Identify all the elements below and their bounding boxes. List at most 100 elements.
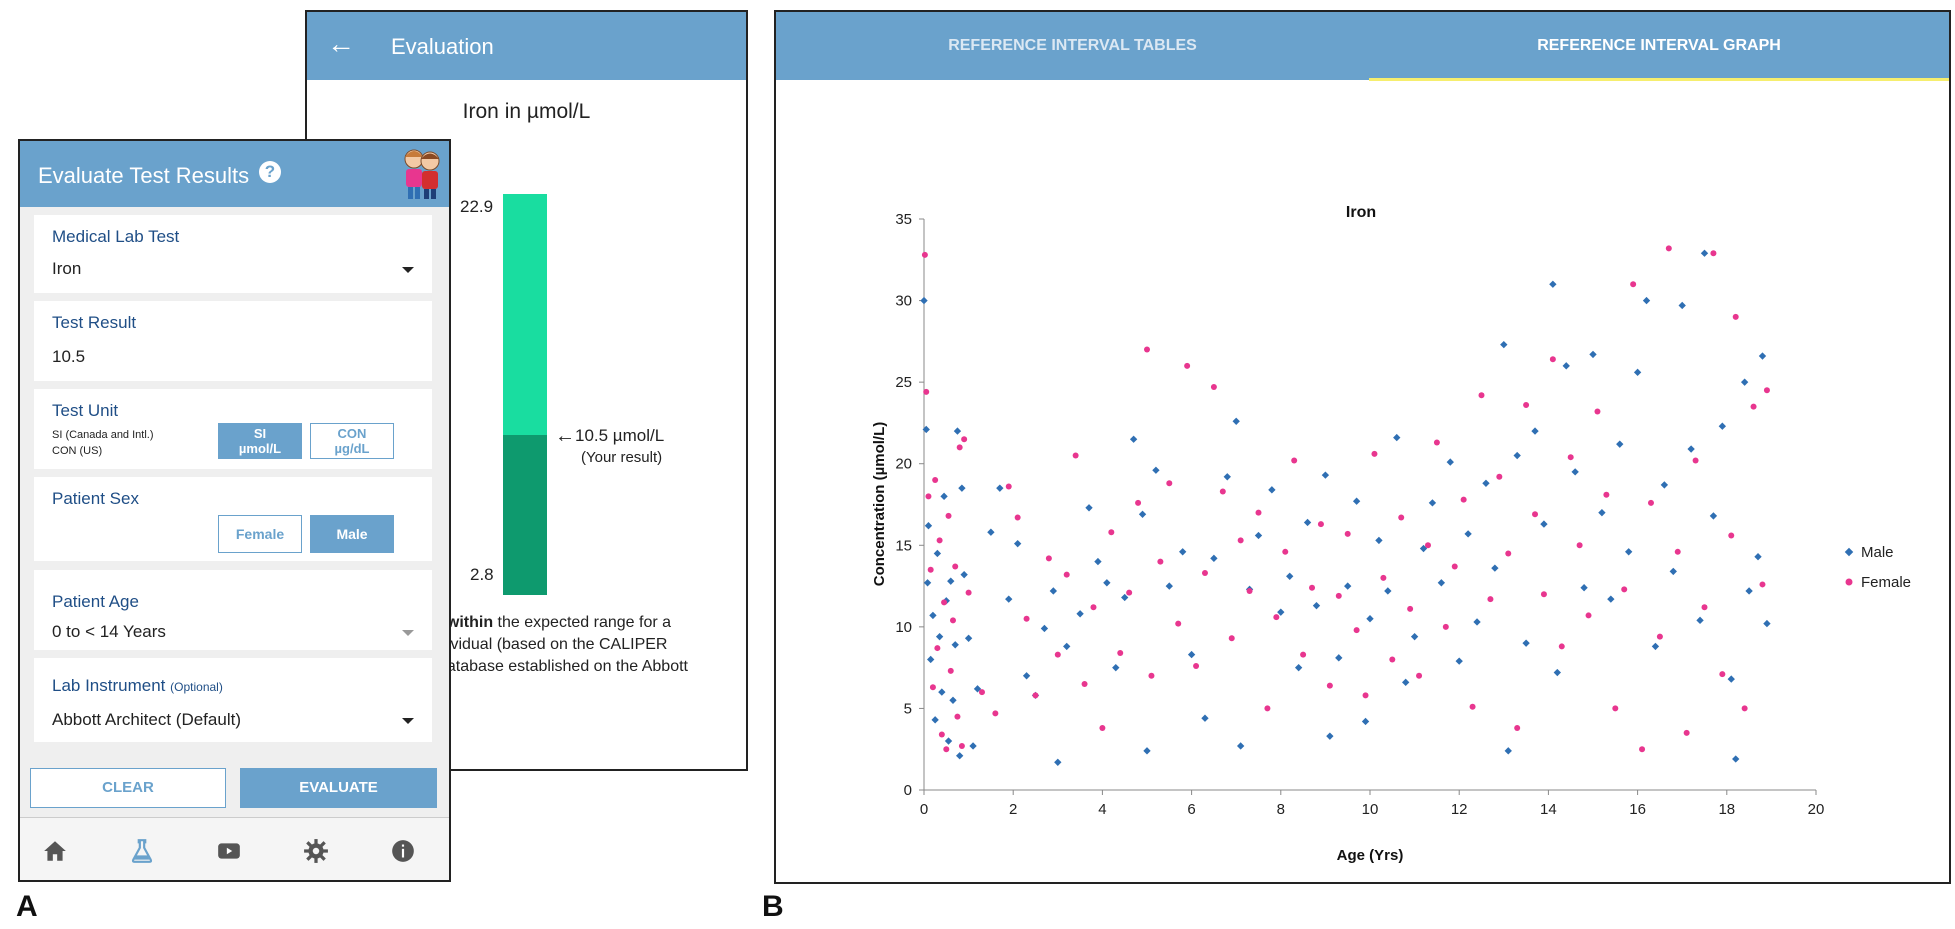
data-point-female <box>1353 627 1360 634</box>
x-tick-label: 0 <box>920 801 928 818</box>
test-unit-si-description: SI (Canada and Intl.) <box>52 429 154 441</box>
data-point-male <box>1410 632 1419 641</box>
data-point-male <box>1187 650 1196 659</box>
home-icon[interactable] <box>42 838 68 864</box>
phone-header: Evaluate Test Results ? <box>20 141 449 207</box>
data-point-female <box>947 667 954 674</box>
data-point-male <box>1103 579 1111 587</box>
patient-sex-card: Patient Sex Female Male <box>34 477 432 561</box>
gear-icon[interactable] <box>303 838 329 864</box>
tab-reference-interval-graph[interactable]: REFERENCE INTERVAL GRAPH <box>1537 37 1781 54</box>
y-tick-label: 20 <box>895 456 912 473</box>
data-point-female <box>1514 725 1521 732</box>
chevron-down-icon <box>402 630 414 636</box>
data-point-female <box>1135 499 1142 506</box>
data-point-male <box>933 549 942 558</box>
con-unit-button[interactable]: CON µg/dL <box>310 423 394 459</box>
data-point-female <box>1291 457 1298 464</box>
legend-label-male: Male <box>1861 544 1894 561</box>
data-point-female <box>1665 245 1672 252</box>
data-point-male <box>1013 539 1022 548</box>
data-point-female <box>1594 408 1601 415</box>
data-point-female <box>927 566 934 573</box>
data-point-female <box>1487 596 1494 603</box>
data-point-female <box>1496 473 1503 480</box>
data-point-male <box>922 425 930 434</box>
data-point-female <box>925 493 932 500</box>
data-point-male <box>1375 536 1383 545</box>
data-point-male <box>1669 567 1677 576</box>
evaluate-test-results-screen: Evaluate Test Results ? Medical Lab Test… <box>18 139 451 882</box>
patient-age-select[interactable]: Patient Age 0 to < 14 Years <box>34 570 432 650</box>
data-point-female <box>949 617 956 624</box>
x-axis-label: Age (Yrs) <box>1337 847 1404 864</box>
y-tick-label: 30 <box>895 293 912 310</box>
data-point-male <box>1393 433 1401 442</box>
lab-instrument-select[interactable]: Lab Instrument (Optional) Abbott Archite… <box>34 658 432 742</box>
si-unit-button[interactable]: SI µmol/L <box>218 423 302 459</box>
y-tick-label: 5 <box>904 700 912 717</box>
data-point-female <box>1424 542 1431 549</box>
patient-age-label: Patient Age <box>52 592 139 611</box>
result-caption: (Your result) <box>581 449 663 466</box>
evaluation-heading: Iron in µmol/L <box>462 100 591 123</box>
range-lower-limit: 2.8 <box>470 565 494 584</box>
data-point-male <box>920 296 928 305</box>
kids-logo-icon <box>404 149 440 199</box>
chevron-down-icon <box>402 267 414 273</box>
con-unit-button-top: CON <box>337 426 367 441</box>
data-point-male <box>1616 440 1624 448</box>
x-axis-ticks: 0 2 4 6 8 10 12 14 16 18 20 <box>920 790 1824 818</box>
data-point-male <box>996 484 1004 492</box>
flask-icon[interactable] <box>129 838 155 864</box>
data-point-female <box>1184 362 1191 369</box>
data-point-female <box>1674 548 1681 555</box>
data-point-male <box>1540 520 1548 528</box>
y-tick-label: 15 <box>895 537 912 554</box>
chart-title: Iron <box>1346 204 1376 221</box>
data-point-female <box>961 436 968 443</box>
test-result-input[interactable]: Test Result 10.5 <box>34 301 432 381</box>
data-point-female <box>932 477 939 484</box>
clear-button[interactable]: CLEAR <box>30 768 226 808</box>
evaluate-button[interactable]: EVALUATE <box>240 768 437 808</box>
x-tick-label: 8 <box>1277 801 1285 818</box>
data-point-female <box>1719 671 1726 678</box>
data-point-male <box>1138 510 1147 518</box>
data-point-male <box>953 427 962 435</box>
medical-lab-test-select[interactable]: Medical Lab Test Iron <box>34 215 432 293</box>
video-icon[interactable] <box>216 838 242 864</box>
medical-lab-test-label: Medical Lab Test <box>52 227 180 246</box>
info-icon[interactable] <box>390 838 416 864</box>
tab-reference-interval-tables[interactable]: REFERENCE INTERVAL TABLES <box>948 37 1197 54</box>
female-button[interactable]: Female <box>218 515 302 553</box>
back-arrow-icon[interactable]: ← <box>327 28 355 59</box>
y-axis-ticks: 0 5 10 15 20 25 30 35 <box>895 211 924 799</box>
data-point-male <box>1165 582 1173 590</box>
data-point-male <box>1531 427 1539 435</box>
data-point-male <box>1361 717 1370 726</box>
data-point-male <box>1598 508 1606 517</box>
range-upper-limit: 22.9 <box>460 197 494 216</box>
data-point-male <box>1607 595 1615 603</box>
data-point-male <box>956 752 964 760</box>
data-point-female <box>965 589 972 596</box>
data-point-male <box>1660 481 1669 489</box>
data-point-male <box>1718 422 1727 430</box>
evaluation-header: ← Evaluation <box>307 12 746 80</box>
data-point-male <box>1335 654 1343 662</box>
data-point-female <box>1603 491 1610 498</box>
data-point-female <box>1585 612 1592 619</box>
data-point-male <box>1210 554 1218 563</box>
data-point-male <box>1321 471 1330 479</box>
data-point-male <box>1286 572 1294 580</box>
data-point-male <box>1678 301 1686 310</box>
data-point-male <box>969 742 977 750</box>
data-point-female <box>992 710 999 717</box>
help-icon[interactable]: ? <box>259 161 281 183</box>
data-point-male <box>1745 587 1753 595</box>
test-result-value: 10.5 <box>52 347 86 366</box>
range-bar-lower-segment <box>503 435 547 595</box>
male-button[interactable]: Male <box>310 515 394 553</box>
data-point-male <box>1589 350 1597 359</box>
